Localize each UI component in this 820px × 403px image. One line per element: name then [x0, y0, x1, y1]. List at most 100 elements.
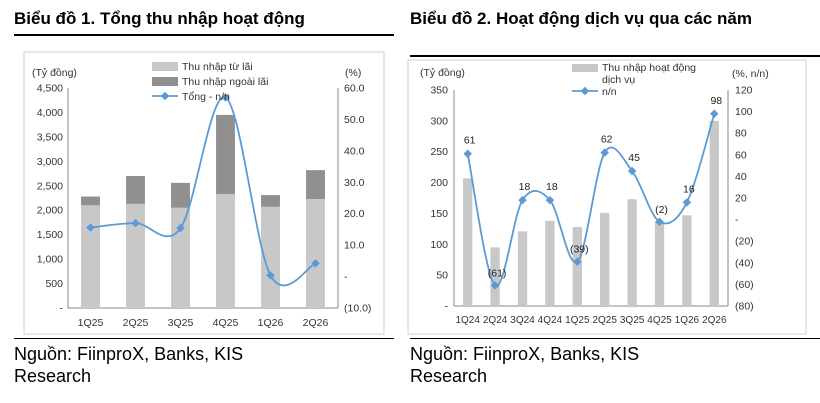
- right-tick-label: -: [344, 271, 348, 283]
- x-tick-label: 2Q24: [483, 315, 508, 326]
- legend-label-non-interest: Thu nhập ngoài lãi: [182, 76, 268, 88]
- service-yoy-line: [466, 113, 716, 287]
- right-tick-label: 30.0: [344, 177, 365, 189]
- x-tick-label: 1Q25: [565, 315, 590, 326]
- right-tick-label: 40: [735, 171, 747, 183]
- data-label: 45: [628, 152, 640, 164]
- legend-label-service: Thu nhập hoạt động dịch vụ: [602, 62, 696, 86]
- service-income-bar: [463, 178, 473, 306]
- left-tick-label: 3,500: [37, 131, 63, 143]
- title-rule: [14, 34, 394, 36]
- data-label: (61): [488, 267, 507, 279]
- data-label: 18: [546, 181, 558, 193]
- source-rule: [14, 338, 394, 339]
- chart-title: Biểu đồ 2. Hoạt động dịch vụ qua các năm: [410, 9, 752, 28]
- left-tick-label: 1,500: [37, 229, 63, 241]
- x-tick-label: 1Q25: [78, 317, 104, 329]
- left-tick-label: 250: [430, 146, 448, 158]
- right-tick-label: 80: [735, 128, 747, 140]
- service-yoy-marker: [545, 195, 555, 205]
- service-income-bar: [654, 221, 665, 306]
- x-tick-label: 4Q25: [213, 317, 239, 329]
- chart-source: Nguồn: FiinproX, Banks, KIS Research: [410, 344, 640, 386]
- service-income-bar: [600, 212, 610, 306]
- right-tick-label: 60.0: [344, 83, 365, 95]
- data-label: 16: [683, 183, 695, 195]
- chart-source: Nguồn: FiinproX, Banks, KIS Research: [14, 344, 244, 386]
- data-label: (2): [655, 204, 668, 216]
- left-axis-unit: (Tỷ đồng): [32, 67, 77, 79]
- total-yoy-marker: [176, 223, 185, 233]
- chart-frame: [23, 51, 385, 335]
- right-tick-label: (40): [735, 257, 754, 269]
- service-income-bar: [709, 120, 719, 306]
- right-tick-label: 10.0: [344, 240, 365, 252]
- left-tick-label: 2,500: [37, 180, 63, 192]
- right-tick-label: 100: [735, 106, 753, 118]
- interest-income-bar: [216, 194, 235, 308]
- chart-panel-operating-income: Biểu đồ 1. Tổng thu nhập hoạt động (Tỷ đ…: [0, 0, 400, 403]
- legend-swatch-service: [572, 64, 598, 72]
- interest-income-bar: [81, 205, 100, 308]
- total-yoy-line: [90, 96, 316, 287]
- left-tick-label: 100: [430, 239, 448, 251]
- right-axis-unit: (%, n/n): [732, 68, 769, 80]
- left-tick-label: 1,000: [37, 254, 63, 266]
- x-tick-label: 2Q25: [592, 315, 617, 326]
- data-label: 98: [710, 95, 722, 107]
- service-yoy-marker: [600, 148, 609, 157]
- service-yoy-marker: [573, 257, 582, 266]
- right-tick-label: (10.0): [344, 303, 371, 315]
- x-tick-label: 2Q26: [303, 317, 329, 329]
- right-tick-label: (80): [735, 301, 754, 313]
- left-tick-label: 300: [430, 115, 448, 127]
- source-rule: [410, 338, 820, 339]
- non-interest-income-bar: [171, 182, 190, 208]
- total-yoy-marker: [131, 218, 140, 228]
- service-income-bar: [490, 247, 500, 306]
- x-tick-label: 4Q24: [538, 315, 563, 326]
- right-axis-unit: (%): [345, 67, 361, 79]
- x-tick-label: 3Q25: [620, 315, 645, 326]
- service-income-bar: [682, 215, 692, 306]
- x-tick-label: 1Q26: [675, 315, 700, 326]
- right-tick-label: 120: [735, 85, 753, 97]
- left-tick-label: -: [445, 301, 449, 313]
- legend-marker-yoy: [580, 86, 590, 96]
- legend-swatch-non-interest: [152, 77, 178, 86]
- left-tick-label: 2,000: [37, 205, 63, 217]
- left-tick-label: 4,000: [37, 107, 63, 119]
- legend-label-yoy: Tổng - n/n: [182, 91, 230, 103]
- data-label: 18: [519, 181, 531, 193]
- left-tick-label: 500: [45, 278, 63, 290]
- left-tick-label: 200: [430, 177, 448, 189]
- service-income-chart: (Tỷ đồng) (%, n/n) 350 300 250 200 150 100 50 - 12…: [407, 59, 807, 335]
- non-interest-income-bar: [126, 176, 145, 204]
- service-income-bar: [627, 199, 637, 306]
- non-interest-income-bar: [216, 114, 235, 195]
- left-tick-label: 3,000: [37, 156, 63, 168]
- left-tick-label: 50: [436, 270, 448, 282]
- right-tick-label: (20): [735, 236, 754, 248]
- interest-income-bar: [306, 198, 325, 308]
- legend-label-yoy: n/n: [602, 86, 617, 98]
- data-label: 61: [464, 135, 476, 147]
- data-label: 62: [601, 134, 613, 146]
- non-interest-income-bar: [261, 195, 280, 207]
- right-tick-label: 60: [735, 149, 747, 161]
- service-yoy-marker: [627, 166, 637, 176]
- service-income-bar: [572, 227, 582, 306]
- chart-panel-service-income: Biểu đồ 2. Hoạt động dịch vụ qua các năm…: [406, 0, 820, 403]
- right-tick-label: 20: [735, 193, 747, 205]
- left-axis-unit: (Tỷ đồng): [420, 67, 465, 79]
- non-interest-income-bar: [81, 196, 100, 206]
- x-tick-label: 1Q24: [455, 315, 480, 326]
- chart-title: Biểu đồ 1. Tổng thu nhập hoạt động: [14, 9, 305, 28]
- right-tick-label: 50.0: [344, 114, 365, 126]
- data-label: (39): [570, 244, 589, 256]
- non-interest-income-bar: [306, 170, 325, 199]
- service-yoy-marker: [682, 198, 692, 207]
- title-rule: [410, 55, 820, 57]
- x-tick-label: 3Q25: [168, 317, 194, 329]
- right-tick-label: (60): [735, 279, 754, 291]
